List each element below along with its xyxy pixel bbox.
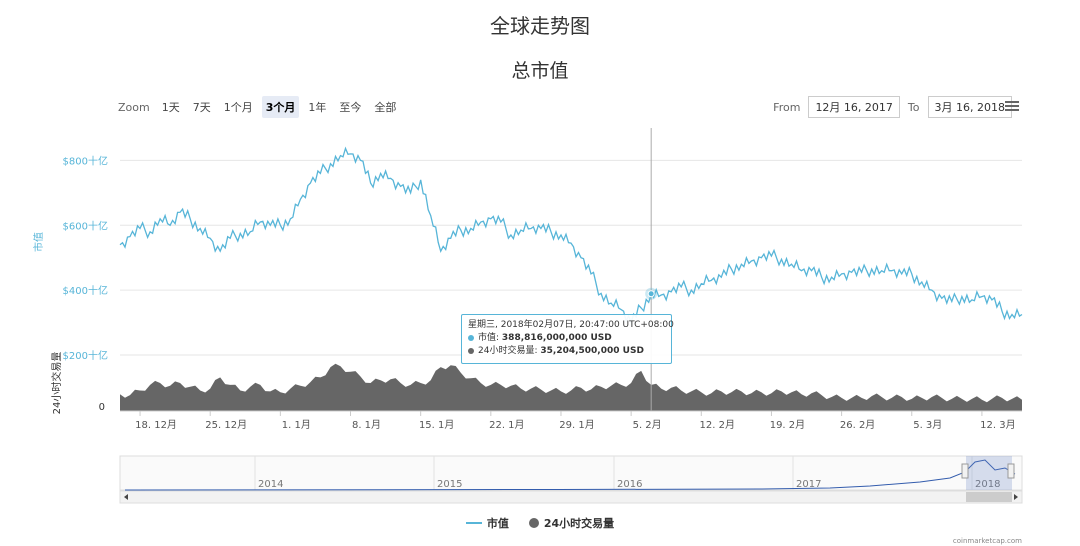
volume-axis-label: 24小时交易量 <box>50 352 63 415</box>
volume-dot-icon <box>468 347 474 354</box>
x-tick-label: 18. 12月 <box>135 419 177 431</box>
x-tick-label: 22. 1月 <box>489 419 524 431</box>
x-tick-label: 12. 3月 <box>980 419 1015 431</box>
legend-item-market-cap[interactable]: 市值 <box>465 515 509 531</box>
zoom-button-ytd[interactable]: 至今 <box>339 101 362 114</box>
navigator-year-label: 2017 <box>796 479 821 490</box>
legend-label: 市值 <box>486 517 509 530</box>
navigator-handle-right <box>1007 463 1015 479</box>
legend-label: 24小时交易量 <box>543 517 615 530</box>
y-tick-label: $600十亿 <box>63 219 108 232</box>
scroll-left-icon <box>124 494 128 500</box>
navigator-selection <box>966 456 1012 490</box>
highlight-point <box>647 290 655 298</box>
navigator-year-label: 2014 <box>258 479 283 490</box>
tooltip-row-volume: 24小时交易量: 35,204,500,000 USD <box>468 345 665 358</box>
zoom-button-all[interactable]: 全部 <box>374 101 397 114</box>
zoom-button-3m[interactable]: 3个月 <box>261 96 300 118</box>
navigator-series <box>124 459 1016 491</box>
x-tick-label: 26. 2月 <box>840 419 875 431</box>
page-title: 全球走势图 <box>490 14 590 38</box>
x-tick-label: 25. 12月 <box>205 419 247 431</box>
zoom-button-7d[interactable]: 7天 <box>192 101 211 114</box>
scroll-right-icon <box>1014 494 1018 500</box>
date-range: From 12月 16, 2017 To 3月 16, 2018 <box>773 96 1020 118</box>
scrollbar-track <box>119 490 1023 504</box>
x-tick-label: 5. 2月 <box>633 419 662 431</box>
navigator-handle-left <box>961 463 969 479</box>
to-date-input[interactable]: 3月 16, 2018 <box>927 96 1012 118</box>
tooltip: 星期三, 2018年02月07日, 20:47:00 UTC+08:00 市值:… <box>461 314 674 364</box>
legend-item-volume[interactable]: 24小时交易量 <box>528 515 615 531</box>
tooltip-value: 388,816,000,000 USD <box>501 333 612 343</box>
x-tick-label: 15. 1月 <box>419 419 454 431</box>
tooltip-label: 24小时交易量: <box>478 346 538 356</box>
zoom-button-1d[interactable]: 1天 <box>161 101 180 114</box>
volume-tick-label: 0 <box>99 402 105 413</box>
volume-area <box>120 363 1022 411</box>
chart-title: 总市值 <box>511 60 569 82</box>
y-tick-label: $800十亿 <box>63 154 108 167</box>
tooltip-date: 星期三, 2018年02月07日, 20:47:00 UTC+08:00 <box>468 320 674 330</box>
scrollbar-thumb <box>966 492 1012 502</box>
navigator-year-label: 2015 <box>437 479 462 490</box>
credit: coinmarketcap.com <box>952 537 1022 545</box>
y-axis-label: 市值 <box>32 232 45 252</box>
x-tick-label: 29. 1月 <box>559 419 594 431</box>
market-cap-line <box>119 146 1023 325</box>
navigator-year-label: 2018 <box>975 479 1000 490</box>
x-tick-label: 8. 1月 <box>352 419 381 431</box>
y-tick-label: $400十亿 <box>63 284 108 297</box>
legend: 市值 24小时交易量 <box>0 515 1080 531</box>
to-label: To <box>907 100 920 114</box>
from-label: From <box>773 100 801 114</box>
navigator-frame <box>119 455 1023 491</box>
market-cap-dot-icon <box>468 334 474 341</box>
hamburger-menu-icon[interactable] <box>1005 99 1019 113</box>
zoom-button-1m[interactable]: 1个月 <box>223 101 253 114</box>
circle-swatch-icon <box>528 518 539 528</box>
from-date-input[interactable]: 12月 16, 2017 <box>808 96 900 118</box>
navigator-year-label: 2016 <box>617 479 642 490</box>
x-tick-label: 12. 2月 <box>700 419 735 431</box>
x-tick-label: 5. 3月 <box>913 419 942 431</box>
x-tick-label: 1. 1月 <box>282 419 311 431</box>
tooltip-label: 市值: <box>478 333 500 343</box>
line-swatch-icon <box>465 522 482 524</box>
tooltip-row-market-cap: 市值: 388,816,000,000 USD <box>468 332 665 345</box>
x-tick-label: 19. 2月 <box>770 419 805 431</box>
zoom-label: Zoom <box>118 100 150 114</box>
y-tick-label: $200十亿 <box>63 349 108 362</box>
zoom-toolbar: Zoom 1天 7天 1个月 3个月 1年 至今 全部 <box>118 96 405 118</box>
tooltip-value: 35,204,500,000 USD <box>540 346 644 356</box>
zoom-button-1y[interactable]: 1年 <box>308 101 327 114</box>
